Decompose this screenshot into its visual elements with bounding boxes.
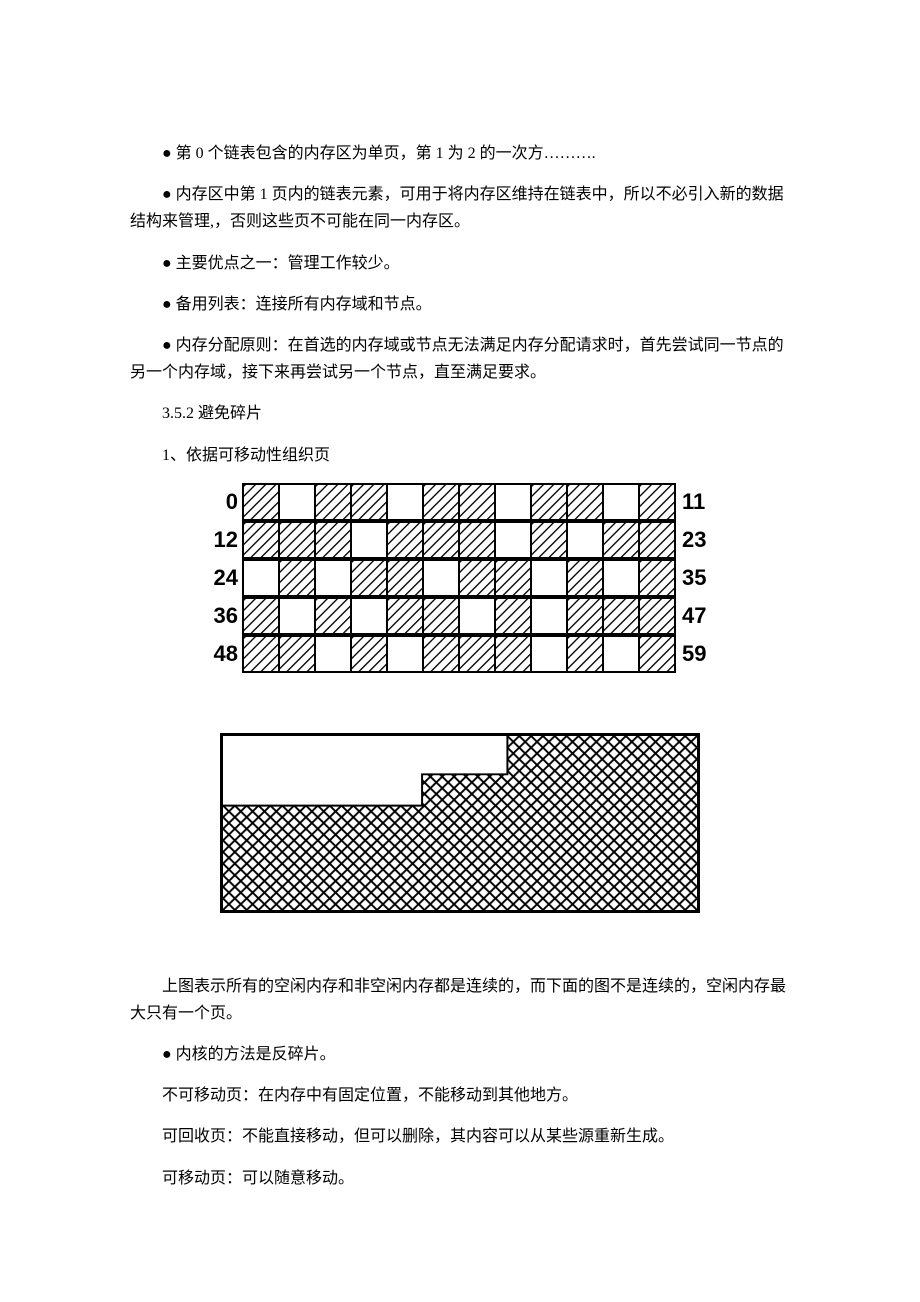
grid-cell-hatched: [314, 521, 352, 559]
body-paragraph: 不可移动页：在内存中有固定位置，不能移动到其他地方。: [130, 1082, 790, 1109]
grid-cell-hatched: [638, 521, 676, 559]
grid-cell-empty: [422, 559, 460, 597]
bullet-paragraph: ● 第 0 个链表包含的内存区为单页，第 1 为 2 的一次方……….: [130, 140, 790, 167]
item-heading: 1、依据可移动性组织页: [130, 442, 790, 469]
bullet-paragraph: ● 内核的方法是反碎片。: [130, 1041, 790, 1068]
grid-cell-empty: [350, 521, 388, 559]
grid-row: 24 35: [206, 559, 714, 597]
grid-cell-hatched: [422, 635, 460, 673]
grid-cell-empty: [350, 597, 388, 635]
grid-row: 0 11: [206, 483, 714, 521]
grid-cell-hatched: [638, 597, 676, 635]
grid-cell-hatched: [458, 635, 496, 673]
grid-cell-empty: [242, 559, 280, 597]
memory-grid-diagram: 0 11 12 23 24 35 36 47 48 59: [130, 483, 790, 673]
grid-cell-hatched: [278, 635, 316, 673]
bullet-paragraph: ● 备用列表：连接所有内存域和节点。: [130, 291, 790, 318]
grid-cell-hatched: [494, 635, 532, 673]
grid-cell-empty: [602, 483, 640, 521]
grid-cell-empty: [458, 597, 496, 635]
grid-cell-empty: [530, 597, 568, 635]
body-paragraph: 可移动页：可以随意移动。: [130, 1165, 790, 1192]
grid-cell-hatched: [278, 559, 316, 597]
grid-cell-hatched: [350, 559, 388, 597]
grid-cell-hatched: [638, 559, 676, 597]
grid-cell-hatched: [422, 483, 460, 521]
row-label-left: 0: [206, 489, 244, 515]
grid-cell-hatched: [494, 559, 532, 597]
grid-cell-hatched: [422, 521, 460, 559]
grid-row: 36 47: [206, 597, 714, 635]
grid-cell-hatched: [602, 521, 640, 559]
memory-block-diagram: [130, 733, 790, 913]
grid-cell-hatched: [638, 483, 676, 521]
row-label-left: 12: [206, 527, 244, 553]
grid-cell-empty: [602, 635, 640, 673]
grid-row: 12 23: [206, 521, 714, 559]
grid-cell-hatched: [350, 483, 388, 521]
grid-cell-hatched: [314, 483, 352, 521]
row-label-right: 23: [676, 527, 714, 553]
grid-cell-empty: [566, 521, 604, 559]
grid-cell-hatched: [314, 597, 352, 635]
grid-cell-hatched: [278, 521, 316, 559]
bullet-paragraph: ● 内存区中第 1 页内的链表元素，可用于将内存区维持在链表中，所以不必引入新的…: [130, 181, 790, 235]
row-label-right: 47: [676, 603, 714, 629]
grid-cell-empty: [386, 483, 424, 521]
grid-cell-empty: [494, 483, 532, 521]
grid-cell-hatched: [638, 635, 676, 673]
grid-cell-empty: [386, 635, 424, 673]
grid-cell-hatched: [386, 521, 424, 559]
body-paragraph: 上图表示所有的空闲内存和非空闲内存都是连续的，而下面的图不是连续的，空闲内存最大…: [130, 973, 790, 1027]
grid-cell-hatched: [530, 521, 568, 559]
row-label-right: 35: [676, 565, 714, 591]
grid-cell-hatched: [566, 597, 604, 635]
grid-cell-empty: [278, 483, 316, 521]
grid-cell-hatched: [242, 521, 280, 559]
grid-cell-hatched: [566, 483, 604, 521]
grid-cell-hatched: [386, 597, 424, 635]
body-paragraph: 可回收页：不能直接移动，但可以删除，其内容可以从某些源重新生成。: [130, 1123, 790, 1150]
grid-cell-empty: [602, 559, 640, 597]
row-label-left: 24: [206, 565, 244, 591]
grid-cell-hatched: [242, 635, 280, 673]
grid-cell-hatched: [386, 559, 424, 597]
grid-row: 48 59: [206, 635, 714, 673]
row-label-left: 48: [206, 641, 244, 667]
grid-cell-hatched: [242, 483, 280, 521]
row-label-right: 59: [676, 641, 714, 667]
row-label-left: 36: [206, 603, 244, 629]
grid-cell-hatched: [458, 559, 496, 597]
bullet-paragraph: ● 内存分配原则：在首选的内存域或节点无法满足内存分配请求时，首先尝试同一节点的…: [130, 332, 790, 386]
grid-cell-hatched: [566, 559, 604, 597]
grid-cell-hatched: [602, 597, 640, 635]
grid-cell-hatched: [530, 483, 568, 521]
grid-cell-empty: [530, 635, 568, 673]
grid-cell-hatched: [458, 483, 496, 521]
grid-cell-hatched: [458, 521, 496, 559]
grid-cell-hatched: [494, 597, 532, 635]
row-label-right: 11: [676, 489, 714, 515]
grid-cell-empty: [278, 597, 316, 635]
grid-cell-hatched: [566, 635, 604, 673]
grid-cell-hatched: [350, 635, 388, 673]
section-heading: 3.5.2 避免碎片: [130, 400, 790, 427]
grid-cell-empty: [314, 559, 352, 597]
grid-cell-hatched: [242, 597, 280, 635]
grid-cell-empty: [530, 559, 568, 597]
bullet-paragraph: ● 主要优点之一：管理工作较少。: [130, 250, 790, 277]
grid-cell-empty: [494, 521, 532, 559]
grid-cell-hatched: [422, 597, 460, 635]
grid-cell-empty: [314, 635, 352, 673]
